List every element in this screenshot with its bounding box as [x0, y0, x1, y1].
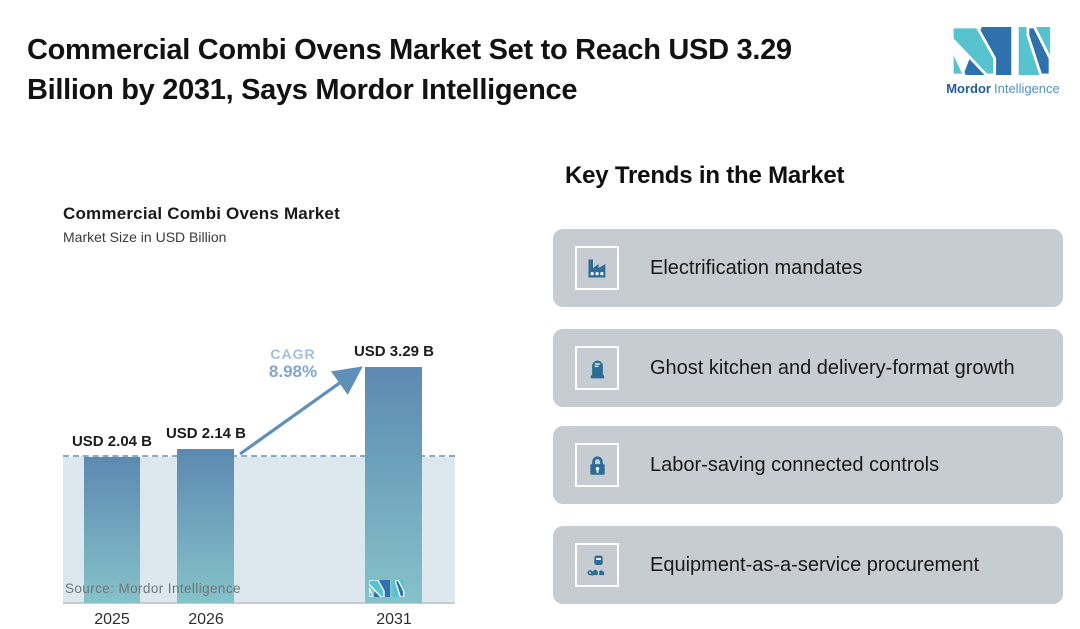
bar-plot-area: CAGR 8.98% USD 2.04 B 2025 USD 2.14 B 2026 U… — [63, 264, 455, 628]
trend-card: Equipment-as-a-service procurement — [553, 526, 1063, 604]
brand-wordmark: Mordor Intelligence — [946, 81, 1060, 96]
mordor-mini-logo-icon — [369, 580, 405, 597]
lock-icon — [589, 455, 605, 475]
trend-card-label: Ghost kitchen and delivery-format growth — [650, 356, 1015, 379]
trend-card-label: Electrification mandates — [650, 256, 863, 279]
bar-value-label: USD 2.04 B — [71, 433, 153, 450]
cagr-annotation: CAGR 8.98% — [233, 346, 353, 382]
chart-source: Source: Mordor Intelligence — [65, 580, 457, 602]
key-trends-panel: Key Trends in the Market Electrification… — [553, 160, 1063, 604]
chart-title: Commercial Combi Ovens Market — [63, 204, 340, 223]
mordor-logo-icon — [952, 27, 1052, 75]
market-size-chart: Commercial Combi Ovens Market Market Siz… — [63, 204, 457, 628]
x-axis-label: 2026 — [188, 611, 224, 628]
ghost-kitchen-icon — [590, 360, 604, 378]
chart-subtitle: Market Size in USD Billion — [63, 229, 227, 245]
source-text: Source: Mordor Intelligence — [65, 581, 241, 596]
page-title: Commercial Combi Ovens Market Set to Rea… — [27, 30, 927, 110]
cagr-label: CAGR — [270, 346, 316, 362]
bar-2026 — [177, 449, 234, 603]
page-title-line2: Billion by 2031, Says Mordor Intelligenc… — [27, 74, 578, 106]
technician-icon — [586, 555, 604, 576]
lock-icon-box — [575, 443, 619, 487]
key-trends-heading: Key Trends in the Market — [565, 162, 845, 189]
trend-card: Ghost kitchen and delivery-format growth — [553, 329, 1063, 407]
technician-icon-box — [575, 543, 619, 587]
page-title-line1: Commercial Combi Ovens Market Set to Rea… — [27, 34, 792, 66]
ghost-kitchen-icon-box — [575, 346, 619, 390]
x-axis-label: 2031 — [376, 611, 412, 628]
mordor-intelligence-logo: Mordor Intelligence — [938, 27, 1068, 96]
baseline-dashed-line — [63, 455, 455, 457]
trend-card: Electrification mandates — [553, 229, 1063, 307]
x-axis-line — [63, 602, 455, 604]
bar-value-label: USD 3.29 B — [353, 343, 435, 360]
trend-card-label: Equipment-as-a-service procurement — [650, 553, 980, 576]
cagr-value: 8.98% — [268, 362, 318, 381]
trend-card-label: Labor-saving connected controls — [650, 453, 940, 476]
trend-card: Labor-saving connected controls — [553, 426, 1063, 504]
factory-icon — [588, 259, 605, 277]
bar-value-label: USD 2.14 B — [165, 425, 247, 442]
factory-icon-box — [575, 246, 619, 290]
bar-2025 — [84, 457, 140, 603]
bar-2031 — [365, 367, 422, 603]
